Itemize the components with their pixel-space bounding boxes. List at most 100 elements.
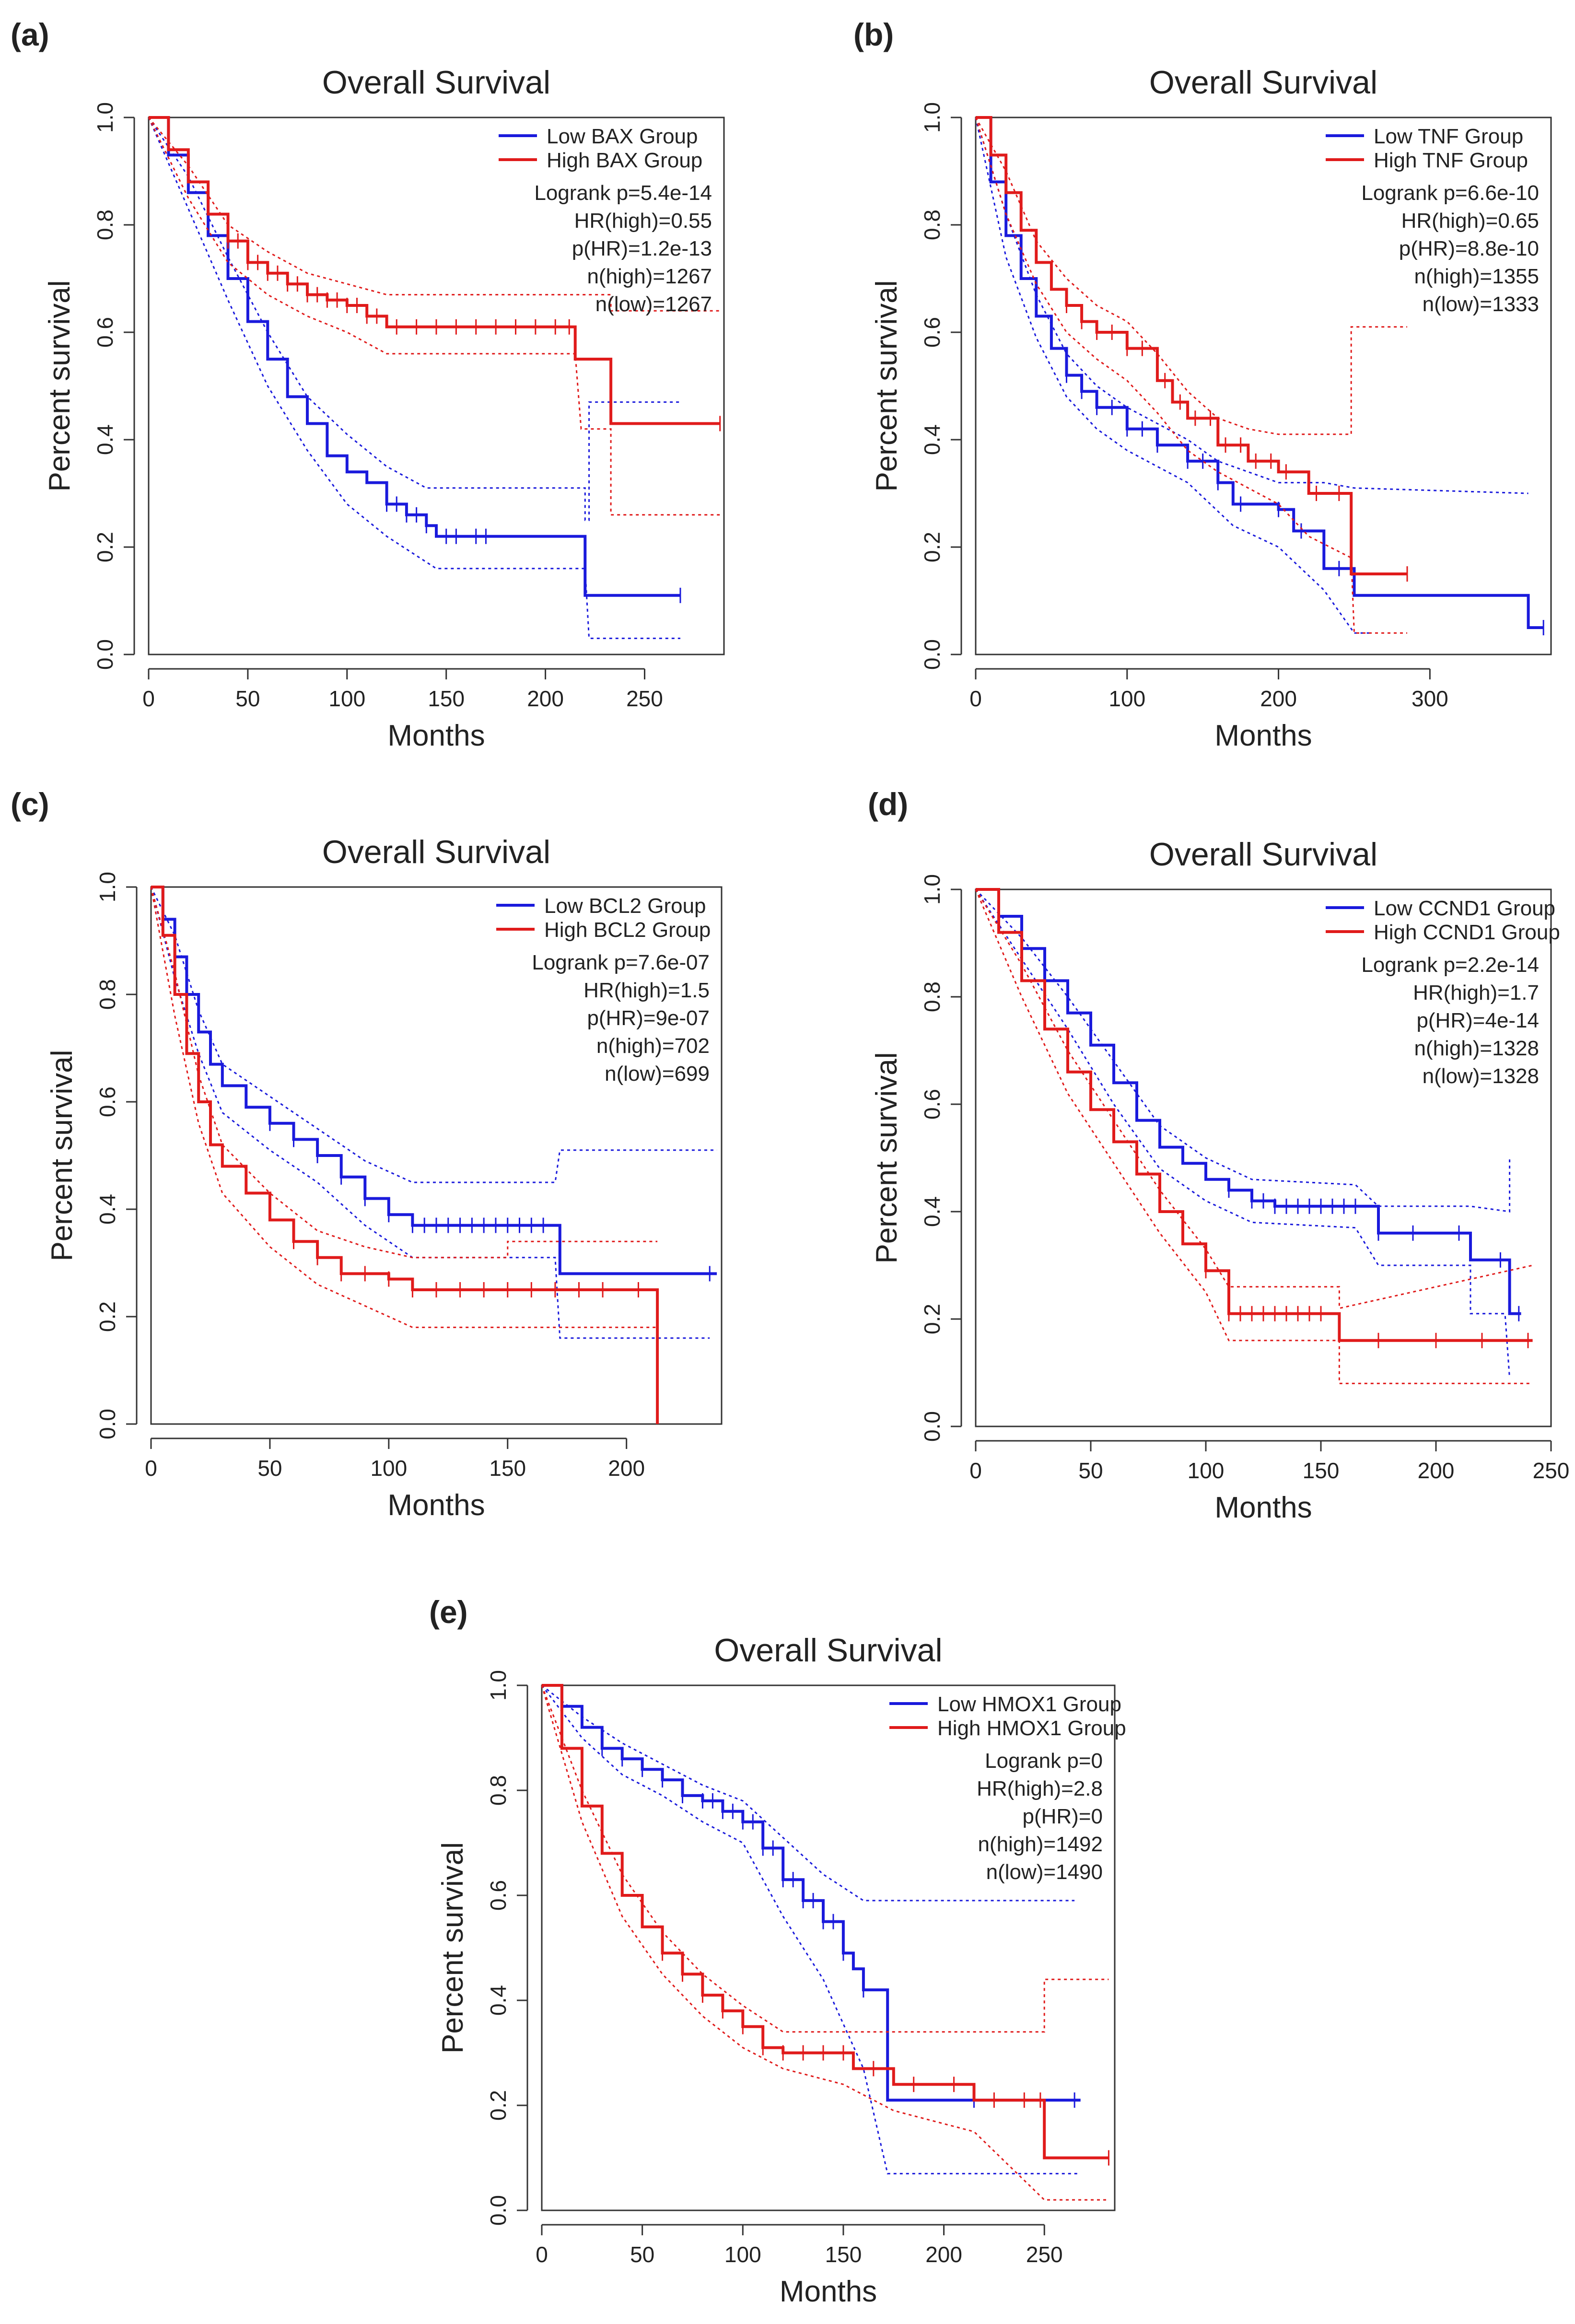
x-tick-label: 250 bbox=[1026, 2242, 1063, 2267]
legend-entry: Low HMOX1 Group bbox=[937, 1693, 1121, 1716]
stat-line: Logrank p=6.6e-10 bbox=[1361, 181, 1539, 205]
stat-line: HR(high)=0.65 bbox=[1401, 209, 1539, 233]
y-tick-label: 0.2 bbox=[93, 532, 117, 562]
panel-e: (e) Overall Survival 0 50 100 150 200 250 0.0 0.2… bbox=[429, 1594, 1126, 2308]
stat-line: Logrank p=0 bbox=[985, 1749, 1103, 1773]
y-axis-title: Percent survival bbox=[870, 1052, 903, 1263]
x-tick-label: 0 bbox=[969, 1458, 982, 1483]
stat-line: n(high)=1355 bbox=[1414, 265, 1539, 288]
stat-line: HR(high)=2.8 bbox=[977, 1777, 1103, 1800]
x-tick-label: 200 bbox=[527, 686, 564, 711]
plot-frame bbox=[541, 1684, 1116, 2211]
y-tick-label: 0.6 bbox=[93, 317, 117, 348]
plot-title: Overall Survival bbox=[322, 834, 550, 870]
stat-line: n(high)=702 bbox=[596, 1034, 710, 1058]
x-tick-label: 150 bbox=[825, 2242, 862, 2267]
stat-line: n(low)=1490 bbox=[986, 1860, 1103, 1884]
ci-lower-line bbox=[975, 889, 1533, 1384]
y-tick-label: 1.0 bbox=[486, 1670, 511, 1701]
legend-entry: High TNF Group bbox=[1374, 149, 1528, 172]
ci-lower-line bbox=[541, 1685, 1109, 2201]
y-tick-label: 0.0 bbox=[93, 639, 117, 670]
ci-upper-line bbox=[975, 117, 1407, 435]
y-tick-label: 1.0 bbox=[93, 102, 117, 133]
x-axis-title: Months bbox=[387, 1489, 485, 1522]
ci-upper-line bbox=[975, 117, 1528, 494]
stat-line: n(low)=1267 bbox=[595, 292, 712, 316]
x-tick-label: 250 bbox=[1533, 1458, 1570, 1483]
x-tick-label: 200 bbox=[608, 1456, 645, 1481]
stat-line: Logrank p=7.6e-07 bbox=[532, 951, 710, 974]
ci-lower-line bbox=[150, 887, 658, 1328]
y-axis-title: Percent survival bbox=[436, 1842, 469, 2054]
y-tick-label: 1.0 bbox=[920, 102, 945, 133]
y-tick-label: 0.0 bbox=[486, 2195, 511, 2226]
x-tick-label: 0 bbox=[969, 686, 982, 711]
stat-line: Logrank p=2.2e-14 bbox=[1361, 953, 1539, 977]
y-tick-label: 0.8 bbox=[486, 1775, 511, 1806]
stat-line: p(HR)=8.8e-10 bbox=[1399, 237, 1539, 260]
panel-b: (b) Overall Survival 0 100 200 300 0.0 0.2 0.4 0.… bbox=[853, 17, 1552, 752]
x-tick-label: 200 bbox=[1260, 686, 1297, 711]
survival-curve bbox=[976, 888, 1533, 1342]
y-tick-label: 0.6 bbox=[920, 317, 945, 348]
ci-upper-line bbox=[150, 887, 717, 1183]
y-tick-label: 1.0 bbox=[95, 872, 120, 902]
panel-label: (a) bbox=[11, 17, 49, 52]
y-tick-label: 0.6 bbox=[95, 1086, 120, 1117]
y-tick-label: 0.4 bbox=[93, 424, 117, 455]
stat-line: p(HR)=9e-07 bbox=[587, 1006, 710, 1030]
x-tick-label: 100 bbox=[328, 686, 365, 711]
ci-lower-line bbox=[975, 117, 1370, 634]
x-tick-label: 100 bbox=[370, 1456, 407, 1481]
x-tick-label: 100 bbox=[1108, 686, 1145, 711]
x-axis-title: Months bbox=[1214, 719, 1312, 752]
panel-label: (c) bbox=[11, 786, 49, 822]
panel-label: (b) bbox=[853, 17, 894, 52]
stat-line: n(high)=1492 bbox=[978, 1833, 1103, 1856]
survival-curve bbox=[976, 888, 1521, 1315]
x-axis-title: Months bbox=[780, 2275, 877, 2308]
x-tick-label: 250 bbox=[626, 686, 663, 711]
ci-upper-line bbox=[148, 117, 680, 521]
ci-upper-line bbox=[975, 888, 1511, 1213]
x-tick-label: 150 bbox=[1303, 1458, 1340, 1483]
stat-line: Logrank p=5.4e-14 bbox=[534, 181, 712, 205]
stat-line: HR(high)=1.7 bbox=[1413, 981, 1539, 1004]
y-tick-label: 0.6 bbox=[486, 1880, 511, 1911]
x-tick-label: 0 bbox=[142, 686, 155, 711]
y-tick-label: 1.0 bbox=[920, 874, 945, 905]
plot-frame bbox=[148, 117, 725, 655]
y-tick-label: 0.6 bbox=[920, 1089, 945, 1120]
x-tick-label: 100 bbox=[1188, 1458, 1225, 1483]
ci-lower-line bbox=[148, 117, 720, 516]
stat-line: p(HR)=0 bbox=[1023, 1805, 1103, 1828]
x-tick-label: 50 bbox=[630, 2242, 654, 2267]
plot-frame bbox=[975, 117, 1552, 655]
x-tick-label: 150 bbox=[428, 686, 465, 711]
y-tick-label: 0.8 bbox=[95, 979, 120, 1010]
stat-line: p(HR)=1.2e-13 bbox=[572, 237, 712, 260]
panel-label: (d) bbox=[868, 786, 908, 822]
x-tick-label: 50 bbox=[235, 686, 260, 711]
y-tick-label: 0.2 bbox=[920, 532, 945, 562]
plot-frame bbox=[150, 886, 723, 1425]
x-tick-label: 300 bbox=[1412, 686, 1448, 711]
y-tick-label: 0.8 bbox=[93, 210, 117, 240]
stat-line: p(HR)=4e-14 bbox=[1416, 1009, 1539, 1032]
y-tick-label: 0.2 bbox=[95, 1301, 120, 1332]
legend-entry: High BAX Group bbox=[547, 149, 702, 172]
plot-title: Overall Survival bbox=[1149, 64, 1377, 101]
ci-upper-line bbox=[150, 887, 658, 1259]
plot-frame bbox=[975, 888, 1552, 1427]
stat-line: n(high)=1328 bbox=[1414, 1037, 1539, 1060]
legend-entry: Low BCL2 Group bbox=[544, 894, 706, 918]
legend-entry: High CCND1 Group bbox=[1374, 921, 1560, 944]
x-tick-label: 50 bbox=[1078, 1458, 1103, 1483]
y-tick-label: 0.2 bbox=[920, 1304, 945, 1334]
stat-line: HR(high)=1.5 bbox=[583, 979, 710, 1002]
y-tick-label: 0.0 bbox=[95, 1409, 120, 1439]
x-axis-title: Months bbox=[387, 719, 485, 752]
y-tick-label: 0.8 bbox=[920, 210, 945, 240]
